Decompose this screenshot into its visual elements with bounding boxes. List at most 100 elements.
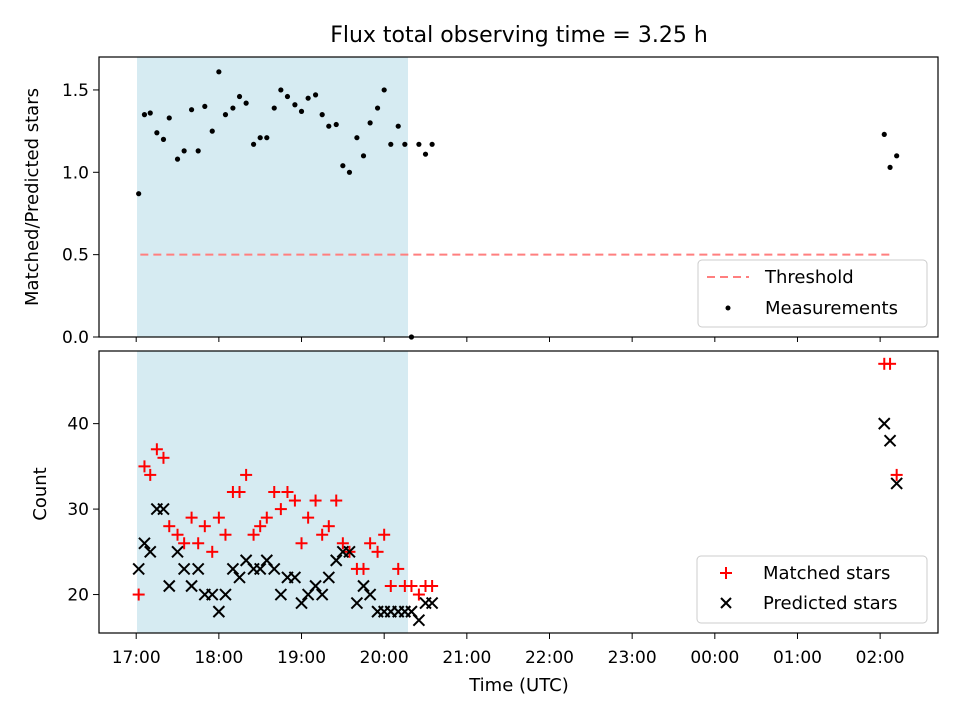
measurement-point <box>209 128 215 134</box>
measurement-point <box>147 110 153 116</box>
matched-star-point <box>281 486 294 498</box>
predicted-star-point <box>315 588 329 601</box>
measurement-point <box>141 112 148 118</box>
x-tick-label: 20:00 <box>360 648 409 668</box>
measurement-point <box>416 141 422 147</box>
measurement-point <box>181 148 187 154</box>
measurement-point <box>216 69 222 75</box>
matched-star-point <box>412 588 425 601</box>
predicted-star-point <box>206 588 219 601</box>
predicted-star-point <box>185 579 198 593</box>
bottom-x-axis: 17:00 18:00 19:00 20:00 21:00 22:00 23:00 00:00… <box>112 633 905 668</box>
x-tick-label: 02:00 <box>856 648 905 668</box>
predicted-star-point <box>226 562 240 576</box>
matched-star-point <box>198 520 211 533</box>
matched-star-point <box>371 545 384 558</box>
top-y-tick-label: 0.0 <box>62 328 89 348</box>
legend-predicted-swatch <box>720 597 732 609</box>
matched-star-point <box>890 468 903 481</box>
x-tick-label: 00:00 <box>690 648 739 668</box>
measurement-point <box>298 108 305 114</box>
legend-matched-swatch <box>720 567 732 579</box>
measurement-point <box>174 156 181 162</box>
matched-star-point <box>240 468 253 481</box>
matched-star-point <box>178 537 191 550</box>
x-tick-label: 17:00 <box>112 648 161 668</box>
measurements-series <box>136 69 900 340</box>
matched-star-point <box>884 357 897 370</box>
predicted-star-point <box>412 613 426 627</box>
predicted-star-point <box>322 571 336 584</box>
predicted-star-point <box>274 588 288 601</box>
measurement-point <box>326 123 332 129</box>
top-y-axis-label: Matched/Predicted stars <box>22 88 43 306</box>
chart-title: Flux total observing time = 3.25 h <box>330 23 708 48</box>
bottom-y-axis-label: Count <box>30 467 51 520</box>
matched-star-point <box>192 537 205 550</box>
predicted-star-point <box>163 579 176 593</box>
bottom-axes-frame <box>98 350 939 634</box>
measurement-point <box>887 164 893 170</box>
x-tick-label: 19:00 <box>277 648 326 668</box>
measurement-point <box>166 115 172 121</box>
matched-star-point <box>392 562 405 575</box>
matched-star-point <box>336 537 349 550</box>
matched-star-point <box>247 528 260 541</box>
measurement-point <box>333 121 339 128</box>
measurement-point <box>195 148 201 154</box>
measurement-point <box>312 92 319 98</box>
legend-measurements-label: Measurements <box>765 298 898 319</box>
matched-star-point <box>405 580 418 592</box>
measurement-point <box>257 135 263 141</box>
measurement-point <box>374 105 381 111</box>
matched-star-point <box>171 528 184 541</box>
matched-star-point <box>212 511 225 524</box>
predicted-stars-series <box>132 417 903 627</box>
x-tick-label: 21:00 <box>442 648 491 668</box>
measurement-point <box>429 141 435 147</box>
legend-predicted-label: Predicted stars <box>763 593 897 614</box>
measurement-point <box>367 120 373 126</box>
predicted-star-point <box>171 545 184 559</box>
matched-star-point <box>138 460 151 473</box>
predicted-star-point <box>288 571 302 584</box>
matched-star-point <box>316 528 329 541</box>
predicted-star-point <box>309 579 322 593</box>
matched-star-point <box>268 486 281 498</box>
top-y-tick-label: 0.5 <box>62 246 89 266</box>
predicted-star-point <box>343 545 356 559</box>
measurement-point <box>354 135 360 141</box>
matched-star-point <box>132 588 145 601</box>
predicted-star-point <box>350 596 364 610</box>
measurement-point <box>188 107 195 113</box>
top-axes-frame <box>98 56 939 338</box>
measurement-point <box>292 102 298 108</box>
measurement-point <box>360 153 367 159</box>
matched-star-point <box>206 545 219 558</box>
measurement-point <box>388 141 394 147</box>
matched-star-point <box>144 468 157 481</box>
bottom-legend-box <box>696 555 928 624</box>
predicted-star-point <box>268 562 281 576</box>
measurement-point <box>894 153 900 159</box>
measurement-point <box>319 112 325 118</box>
predicted-star-point <box>191 562 205 576</box>
top-x-ticks <box>135 337 881 342</box>
top-legend-box <box>697 259 928 328</box>
measurement-point <box>136 191 142 197</box>
legend-matched-label: Matched stars <box>763 563 890 584</box>
matched-star-point <box>357 562 370 575</box>
measurement-point <box>340 163 346 169</box>
measurement-point <box>250 141 257 147</box>
bottom-y-tick-label: 30 <box>67 500 89 520</box>
predicted-star-point <box>890 477 903 490</box>
matched-star-point <box>302 511 315 524</box>
measurement-point <box>395 123 401 129</box>
top-y-tick-label: 1.0 <box>62 163 89 183</box>
predicted-star-point <box>253 562 267 576</box>
matched-star-point <box>426 580 439 592</box>
x-tick-label: 22:00 <box>525 648 574 668</box>
top-y-tick-label: 1.5 <box>62 81 89 101</box>
bottom-y-tick-label: 20 <box>67 586 89 606</box>
measurement-point <box>381 87 387 93</box>
